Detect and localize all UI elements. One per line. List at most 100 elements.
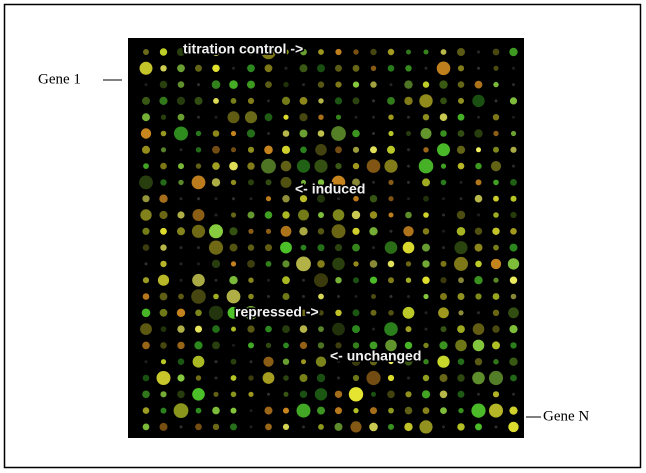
spot bbox=[160, 81, 168, 89]
spot bbox=[318, 310, 323, 315]
spot bbox=[442, 214, 445, 217]
spot bbox=[475, 163, 481, 169]
spot bbox=[197, 83, 200, 86]
spot bbox=[493, 391, 499, 397]
spot bbox=[440, 277, 446, 283]
spot bbox=[440, 391, 448, 399]
spot bbox=[231, 98, 237, 104]
spot bbox=[300, 325, 308, 333]
spot bbox=[197, 246, 200, 249]
spot bbox=[266, 229, 271, 234]
spot bbox=[370, 211, 377, 218]
spot bbox=[232, 67, 235, 70]
spot bbox=[489, 404, 503, 418]
spot bbox=[318, 81, 324, 87]
spot bbox=[177, 97, 185, 105]
spot bbox=[407, 165, 410, 168]
spot bbox=[335, 65, 342, 72]
spot bbox=[407, 197, 410, 200]
spot bbox=[472, 95, 484, 107]
spot bbox=[492, 228, 499, 235]
spot bbox=[423, 359, 428, 364]
spot bbox=[493, 180, 499, 186]
spot bbox=[157, 371, 171, 385]
spot bbox=[318, 130, 325, 137]
spot bbox=[512, 83, 515, 86]
spot bbox=[177, 211, 184, 218]
spot bbox=[142, 228, 149, 235]
spot bbox=[510, 97, 517, 104]
spot bbox=[510, 179, 517, 186]
spot bbox=[440, 293, 447, 300]
spot bbox=[458, 408, 463, 413]
spot bbox=[315, 388, 327, 400]
spot bbox=[388, 180, 393, 185]
spot bbox=[140, 209, 151, 220]
spot bbox=[372, 116, 375, 119]
spot bbox=[491, 259, 501, 269]
spot bbox=[508, 307, 519, 318]
spot bbox=[458, 65, 464, 71]
spot bbox=[441, 261, 447, 267]
spot bbox=[248, 179, 254, 185]
spot bbox=[353, 196, 359, 202]
spot bbox=[366, 371, 380, 385]
spot bbox=[405, 407, 413, 415]
spot bbox=[390, 295, 393, 298]
spot bbox=[196, 408, 202, 414]
spot bbox=[314, 160, 327, 173]
spot bbox=[232, 197, 235, 200]
spot bbox=[423, 147, 428, 152]
spot bbox=[231, 261, 236, 266]
spot bbox=[457, 146, 465, 154]
spot bbox=[405, 65, 411, 71]
spot bbox=[335, 423, 343, 431]
spot bbox=[227, 290, 241, 304]
spot bbox=[419, 420, 432, 433]
spot bbox=[247, 64, 255, 72]
spot bbox=[474, 129, 482, 137]
spot bbox=[473, 340, 485, 352]
spot bbox=[353, 147, 359, 153]
spot bbox=[423, 228, 429, 234]
spot bbox=[192, 176, 206, 190]
spot bbox=[509, 407, 517, 415]
spot bbox=[142, 309, 151, 318]
spot bbox=[493, 359, 498, 364]
spot bbox=[300, 374, 308, 382]
spot bbox=[247, 326, 254, 333]
spot bbox=[196, 163, 201, 168]
spot bbox=[442, 246, 445, 249]
spot bbox=[282, 195, 289, 202]
spot bbox=[424, 50, 429, 55]
spot bbox=[300, 147, 307, 154]
spot bbox=[318, 115, 323, 120]
spot bbox=[302, 425, 305, 428]
spot bbox=[161, 359, 166, 364]
spot bbox=[510, 212, 516, 218]
spot bbox=[281, 177, 292, 188]
spot bbox=[458, 130, 465, 137]
spot bbox=[213, 130, 220, 137]
spot bbox=[438, 307, 449, 318]
spot bbox=[229, 276, 237, 284]
spot bbox=[193, 356, 205, 368]
spot bbox=[509, 325, 517, 333]
spot bbox=[512, 165, 515, 168]
spot bbox=[248, 244, 254, 250]
spot bbox=[282, 276, 290, 284]
spot bbox=[177, 342, 184, 349]
spot bbox=[143, 407, 150, 414]
spot bbox=[248, 98, 254, 104]
spot bbox=[475, 228, 482, 235]
spot bbox=[161, 131, 167, 137]
annotation: <- unchanged bbox=[330, 348, 421, 364]
spot bbox=[140, 323, 152, 335]
spot bbox=[475, 293, 481, 299]
spot bbox=[282, 146, 290, 154]
spot bbox=[248, 278, 253, 283]
spot bbox=[390, 83, 393, 86]
spot bbox=[318, 49, 324, 55]
spot bbox=[250, 197, 253, 200]
spot bbox=[493, 278, 498, 283]
